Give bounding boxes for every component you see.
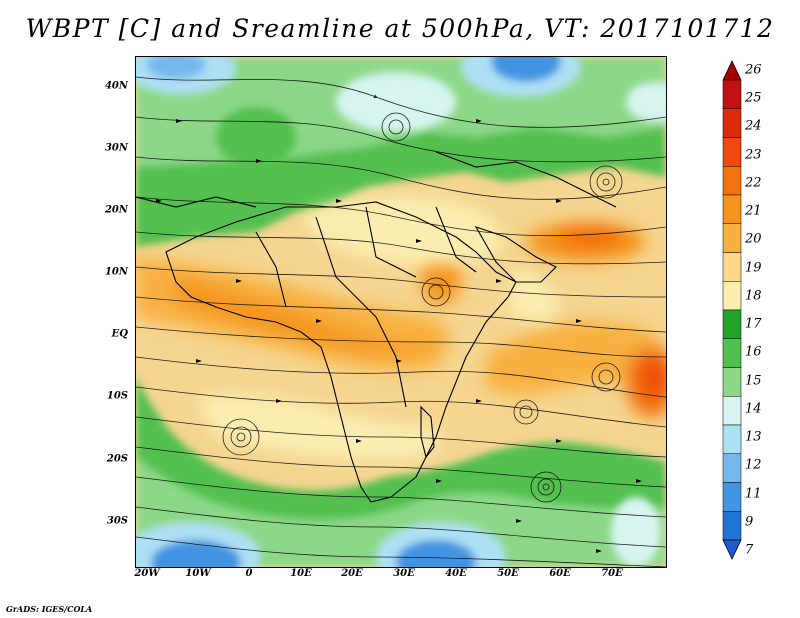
colorbar-label: 15 bbox=[745, 373, 762, 389]
lon-label-10w: 10W bbox=[185, 568, 211, 579]
lat-label-eq: EQ bbox=[111, 328, 128, 340]
colorbar-segment bbox=[722, 137, 742, 167]
map-svg bbox=[136, 57, 666, 567]
colorbar-label: 18 bbox=[745, 288, 762, 304]
colorbar-label: 17 bbox=[745, 316, 762, 332]
lon-label-70e: 70E bbox=[601, 568, 623, 579]
colorbar-label: 25 bbox=[745, 90, 762, 106]
lon-label-0: 0 bbox=[245, 568, 253, 579]
lon-label-10e: 10E bbox=[290, 568, 312, 579]
colorbar-label: 26 bbox=[745, 62, 762, 78]
colorbar-segment bbox=[722, 482, 742, 512]
colorbar-label: 7 bbox=[745, 542, 754, 558]
lat-label-30n: 30N bbox=[104, 142, 128, 154]
colorbar-label: 23 bbox=[745, 147, 762, 163]
lon-label-40e: 40E bbox=[445, 568, 467, 579]
colorbar-segment bbox=[722, 424, 742, 454]
colorbar-segment bbox=[722, 108, 742, 138]
colorbar-segment bbox=[722, 166, 742, 196]
colorbar-segment bbox=[722, 453, 742, 483]
colorbar-label: 24 bbox=[745, 118, 762, 134]
map-panel bbox=[135, 56, 667, 568]
lat-label-10n: 10N bbox=[104, 266, 128, 278]
lat-label-20s: 20S bbox=[106, 453, 128, 465]
colorbar-label: 12 bbox=[745, 457, 762, 473]
colorbar-segment bbox=[722, 511, 742, 541]
colorbar-label: 14 bbox=[745, 401, 762, 417]
stream-arrows bbox=[156, 119, 642, 553]
streamlines bbox=[136, 76, 666, 567]
footer-credit: GrADS: IGES/COLA bbox=[6, 604, 93, 614]
colorbar-segment bbox=[722, 79, 742, 109]
colorbar bbox=[722, 60, 742, 560]
lat-label-30s: 30S bbox=[106, 515, 128, 527]
colorbar-segment bbox=[722, 338, 742, 368]
lon-label-20w: 20W bbox=[134, 568, 160, 579]
colorbar-label: 22 bbox=[745, 175, 762, 191]
field-cold-north bbox=[136, 57, 666, 132]
colorbar-segment bbox=[722, 396, 742, 426]
lon-label-30e: 30E bbox=[393, 568, 415, 579]
coastlines bbox=[136, 151, 617, 503]
colorbar-label: 19 bbox=[745, 260, 762, 276]
lat-label-40n: 40N bbox=[104, 80, 128, 92]
colorbar-label: 9 bbox=[745, 514, 754, 530]
colorbar-segment bbox=[722, 223, 742, 253]
lat-label-10s: 10S bbox=[106, 390, 128, 402]
colorbar-label: 11 bbox=[745, 486, 762, 502]
lon-label-50e: 50E bbox=[497, 568, 519, 579]
colorbar-segment bbox=[722, 194, 742, 224]
colorbar-label: 21 bbox=[745, 203, 762, 219]
colorbar-segment bbox=[722, 367, 742, 397]
colorbar-label: 20 bbox=[745, 231, 762, 247]
colorbar-segment bbox=[722, 252, 742, 282]
colorbar-segment bbox=[722, 281, 742, 311]
colorbar-segment bbox=[722, 309, 742, 339]
chart-title: WBPT [C] and Sreamline at 500hPa, VT: 20… bbox=[25, 14, 775, 43]
lon-label-60e: 60E bbox=[549, 568, 571, 579]
lon-label-20e: 20E bbox=[341, 568, 363, 579]
colorbar-top-triangle bbox=[722, 60, 742, 81]
colorbar-label: 16 bbox=[745, 344, 762, 360]
colorbar-label: 13 bbox=[745, 429, 762, 445]
lat-label-20n: 20N bbox=[104, 204, 128, 216]
colorbar-bottom-triangle bbox=[722, 539, 742, 560]
